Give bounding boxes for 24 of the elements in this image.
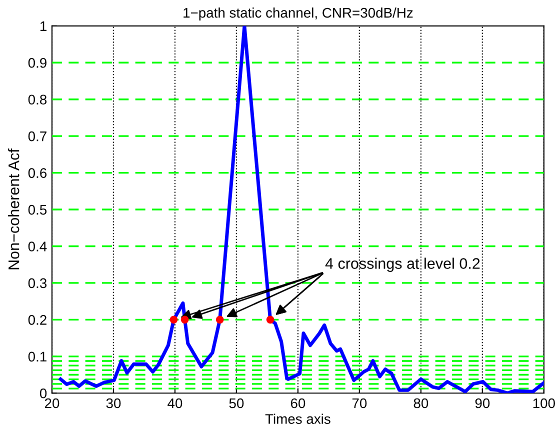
- x-tick-label: 30: [106, 398, 121, 408]
- annotation: 4 crossings at level 0.2: [325, 258, 480, 272]
- y-axis-title: Non−coherent Acf: [8, 148, 20, 270]
- chart-title: 1−path static channel, CNR=30dB/Hz: [184, 8, 413, 20]
- y-tick-label: 0.6: [28, 168, 47, 178]
- x-tick-label: 100: [533, 398, 555, 408]
- y-tick-label: 0.4: [28, 242, 47, 252]
- y-tick-label: 0.9: [28, 58, 46, 68]
- y-tick-label: 0.3: [28, 278, 47, 288]
- y-tick-label: 1: [40, 21, 46, 31]
- y-tick-label: 0.1: [28, 352, 46, 362]
- x-tick-label: 90: [475, 398, 490, 408]
- x-tick-label: 80: [414, 398, 428, 408]
- y-tick-label: 0.5: [28, 204, 47, 215]
- x-tick-label: 20: [44, 398, 60, 408]
- x-tick-label: 50: [229, 398, 244, 408]
- y-tick-label: 0.7: [28, 131, 46, 142]
- x-tick-label: 40: [168, 398, 182, 408]
- x-tick-label: 70: [352, 398, 367, 408]
- y-tick-label: 0: [40, 388, 47, 398]
- y-tick-label: 0.8: [28, 94, 47, 105]
- x-axis-title: Times axis: [265, 414, 330, 424]
- y-tick-label: 0.2: [28, 315, 46, 325]
- x-tick-label: 60: [290, 398, 306, 408]
